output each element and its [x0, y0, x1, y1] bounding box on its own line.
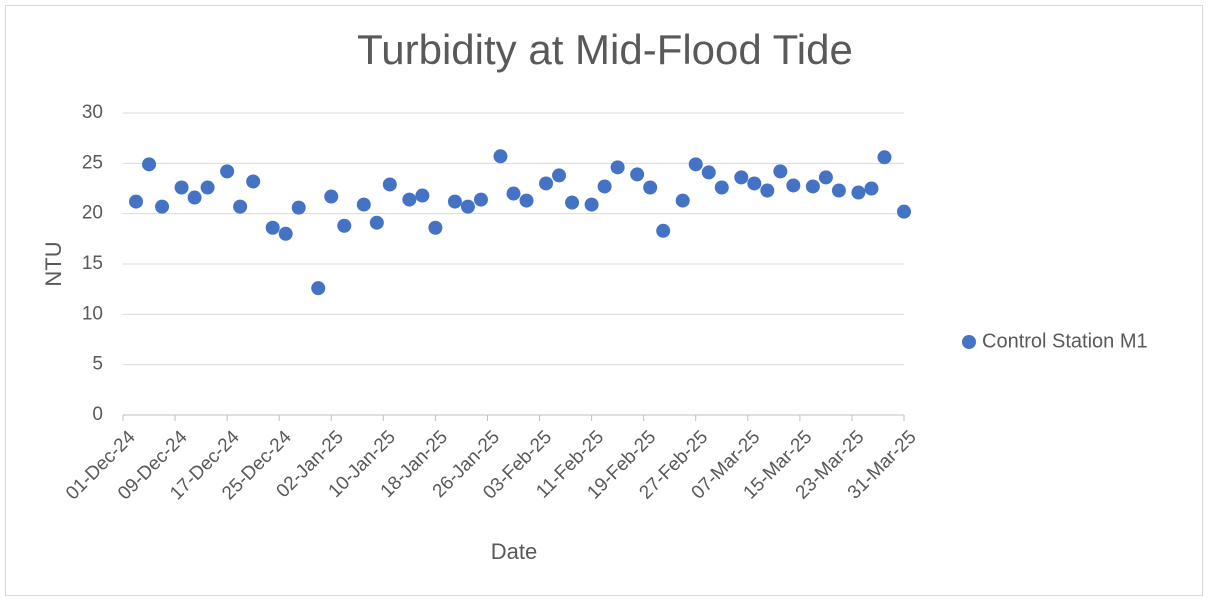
scatter-point — [773, 164, 788, 179]
legend-marker — [962, 335, 976, 349]
scatter-point — [519, 193, 534, 208]
chart-title: Turbidity at Mid-Flood Tide — [357, 26, 853, 73]
scatter-point — [493, 149, 508, 164]
scatter-point — [324, 189, 339, 204]
scatter-point — [864, 181, 879, 196]
scatter-point — [460, 199, 475, 214]
scatter-point — [187, 190, 202, 205]
scatter-point — [805, 179, 820, 194]
scatter-point — [402, 192, 417, 207]
scatter-point — [337, 218, 352, 233]
scatter-point — [786, 178, 801, 193]
scatter-point — [506, 186, 521, 201]
scatter-point — [877, 150, 892, 165]
scatter-point — [220, 164, 235, 179]
scatter-point — [747, 176, 762, 191]
scatter-point — [382, 177, 397, 192]
y-tick-label: 20 — [82, 203, 103, 224]
scatter-point — [473, 192, 488, 207]
scatter-point — [565, 195, 580, 210]
scatter-point — [584, 197, 599, 212]
scatter-point — [278, 226, 293, 241]
scatter-point — [688, 157, 703, 172]
y-tick-label: 0 — [92, 404, 103, 425]
scatter-point — [760, 183, 775, 198]
scatter-point — [675, 193, 690, 208]
scatter-point — [552, 168, 567, 183]
x-axis-title: Date — [491, 539, 537, 564]
scatter-point — [428, 220, 443, 235]
scatter-point — [265, 220, 280, 235]
scatter-point — [539, 176, 554, 191]
scatter-point — [174, 180, 189, 195]
scatter-point — [714, 180, 729, 195]
scatter-point — [643, 180, 658, 195]
scatter-point — [897, 204, 911, 219]
scatter-point — [246, 174, 261, 189]
scatter-point — [369, 215, 384, 230]
y-tick-label: 10 — [82, 303, 103, 324]
scatter-point — [656, 223, 671, 238]
scatter-point — [734, 170, 749, 185]
scatter-point — [200, 180, 215, 195]
scatter-point — [851, 185, 866, 200]
scatter-point — [701, 165, 716, 180]
scatter-point — [155, 199, 170, 214]
scatter-point — [233, 199, 248, 214]
scatter-point — [356, 197, 371, 212]
scatter-point — [831, 183, 846, 198]
scatter-point — [415, 188, 430, 203]
scatter-point — [630, 167, 645, 182]
scatter-point — [818, 170, 833, 185]
legend-label: Control Station M1 — [982, 330, 1148, 352]
scatter-point — [129, 194, 144, 209]
scatter-point — [447, 194, 462, 209]
y-tick-label: 5 — [92, 354, 103, 375]
y-axis-title: NTU — [41, 241, 66, 286]
scatter-point — [142, 157, 157, 172]
chart-border — [5, 5, 1203, 596]
scatter-point — [311, 281, 326, 296]
y-tick-label: 15 — [82, 253, 103, 274]
y-tick-label: 30 — [82, 102, 103, 123]
scatter-point — [597, 179, 612, 194]
scatter-point — [291, 200, 306, 215]
scatter-point — [610, 160, 625, 175]
y-tick-label: 25 — [82, 152, 103, 173]
